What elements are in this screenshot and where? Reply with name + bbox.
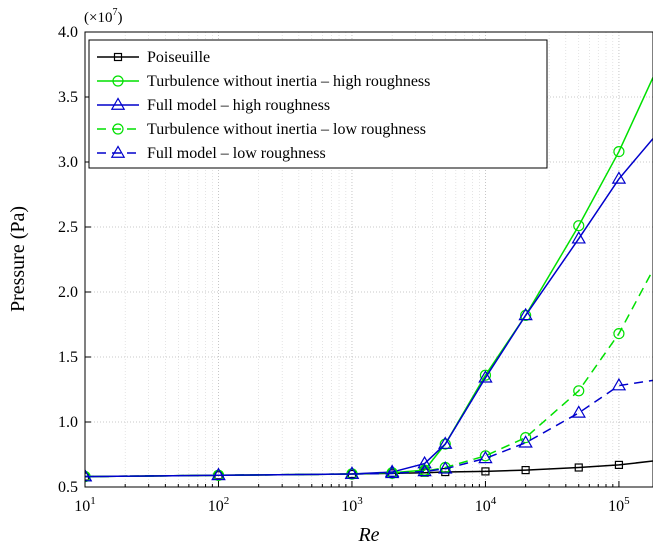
series-line bbox=[85, 379, 653, 478]
legend-label: Full model – low roughness bbox=[147, 145, 326, 162]
data-point bbox=[384, 464, 400, 477]
data-point bbox=[518, 435, 533, 448]
x-axis-label: Re bbox=[357, 524, 379, 546]
legend-marker bbox=[110, 145, 126, 158]
x-tick-label: 102 bbox=[208, 495, 230, 515]
x-tick-label: 101 bbox=[74, 495, 96, 515]
data-point bbox=[571, 230, 586, 244]
x-tick-label: 105 bbox=[608, 495, 630, 515]
y-tick-label: 1.5 bbox=[58, 349, 78, 366]
data-point bbox=[344, 466, 360, 479]
legend-marker bbox=[113, 52, 123, 62]
legend-entry: Full model – high roughness bbox=[97, 97, 330, 114]
series-2 bbox=[85, 138, 653, 482]
data-point bbox=[614, 460, 624, 469]
data-point bbox=[438, 436, 453, 449]
series-layer bbox=[85, 77, 653, 483]
data-point bbox=[611, 171, 627, 184]
y-tick-label: 1.0 bbox=[58, 414, 78, 431]
x-tick-label: 104 bbox=[475, 495, 497, 515]
x-tick-label: 103 bbox=[341, 495, 363, 515]
y-tick-label: 3.5 bbox=[58, 89, 78, 106]
y-multiplier: (×107) bbox=[84, 7, 122, 26]
data-point bbox=[518, 307, 533, 321]
data-point bbox=[481, 467, 490, 476]
y-tick-label: 2.0 bbox=[58, 284, 78, 301]
legend-label: Poiseuille bbox=[147, 49, 210, 66]
data-point bbox=[85, 468, 93, 482]
data-point bbox=[211, 467, 226, 481]
y-tick-label: 0.5 bbox=[58, 479, 78, 496]
legend-entry: Turbulence without inertia – high roughn… bbox=[97, 73, 430, 90]
data-point bbox=[574, 463, 583, 472]
data-point bbox=[417, 463, 432, 477]
plot-frame bbox=[84, 31, 653, 488]
legend: Poiseuille Turbulence without inertia – h… bbox=[88, 39, 548, 169]
series-line bbox=[85, 138, 653, 478]
data-point bbox=[438, 461, 453, 474]
data-point bbox=[613, 328, 625, 340]
data-point bbox=[613, 146, 625, 158]
data-point bbox=[521, 466, 530, 475]
series-0 bbox=[85, 460, 653, 481]
data-point bbox=[573, 385, 585, 397]
legend-entry: Poiseuille bbox=[97, 49, 210, 66]
legend-label: Turbulence without inertia – low roughne… bbox=[147, 121, 426, 138]
data-point bbox=[478, 450, 493, 464]
legend-box bbox=[88, 39, 548, 169]
data-point bbox=[573, 220, 585, 232]
legend-marker bbox=[112, 123, 124, 135]
data-point bbox=[478, 370, 493, 383]
series-line bbox=[85, 460, 653, 478]
data-point bbox=[384, 465, 400, 479]
series-4 bbox=[85, 377, 653, 482]
ticks: 0.5 1.0 1.5 2.0 2.5 3.0 3.5 4.0 101 102 103 104 105 bbox=[58, 24, 630, 515]
legend-label: Full model – high roughness bbox=[147, 97, 330, 114]
data-point bbox=[611, 377, 627, 391]
y-axis-label: Pressure (Pa) bbox=[7, 206, 29, 312]
data-point bbox=[417, 455, 432, 469]
data-point bbox=[520, 432, 532, 444]
series-3 bbox=[85, 269, 653, 483]
legend-marker bbox=[112, 75, 124, 87]
data-point bbox=[439, 438, 451, 450]
plot-area bbox=[85, 77, 653, 483]
legend-marker bbox=[110, 97, 126, 110]
legend-label: Turbulence without inertia – high roughn… bbox=[147, 73, 430, 90]
data-point bbox=[520, 309, 532, 321]
y-tick-label: 2.5 bbox=[58, 219, 78, 236]
series-line bbox=[85, 269, 653, 478]
y-tick-label: 4.0 bbox=[58, 24, 78, 41]
y-tick-label: 3.0 bbox=[58, 154, 78, 171]
legend-entry: Full model – low roughness bbox=[97, 145, 326, 162]
legend-entry: Turbulence without inertia – low roughne… bbox=[97, 121, 426, 138]
data-point bbox=[571, 405, 586, 418]
